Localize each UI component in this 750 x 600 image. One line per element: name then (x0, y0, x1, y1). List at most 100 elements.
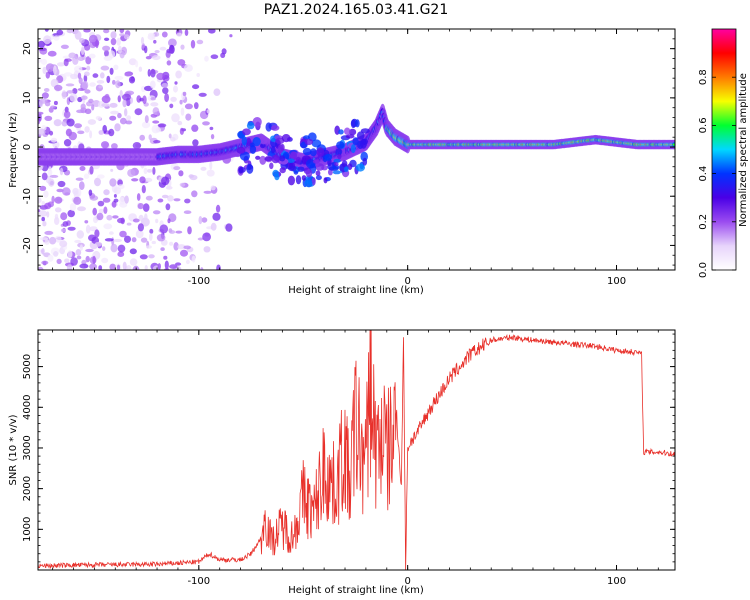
spectrogram-scatter-cell (337, 153, 342, 160)
spectrogram-noise-cell (49, 174, 59, 178)
spectrogram-noise-cell (113, 198, 119, 203)
spectrogram-scatter-cell (281, 134, 291, 143)
spectrogram-noise-cell (66, 29, 74, 34)
spectrogram-noise-cell (95, 115, 102, 121)
spectrogram-scatter-cell (279, 167, 286, 174)
snr-y-axis-label: SNR (10 * v/v) (8, 414, 19, 485)
spectrogram-noise-cell (54, 84, 63, 91)
spectrogram-noise-cell (103, 223, 113, 230)
spectrogram-noise-cell (84, 108, 92, 115)
spectrogram-noise-cell (104, 93, 110, 99)
spectrogram-noise-cell (59, 167, 64, 176)
spectrogram-scatter-cell (293, 170, 299, 175)
spectrogram-noise-cell (197, 237, 204, 241)
spectrogram-noise-cell (210, 222, 217, 231)
spectrogram-noise-cell (157, 198, 164, 203)
spectrogram-noise-cell (167, 218, 171, 224)
spectrogram-noise-cell (173, 166, 181, 171)
spectrogram-noise-cell (202, 121, 210, 126)
spectrogram-noise-cell (184, 29, 189, 36)
spectrogram-noise-cell (74, 123, 82, 129)
spectrogram-noise-cell (67, 250, 73, 258)
spectrogram-noise-cell (185, 113, 192, 121)
spectrogram-noise-cell (135, 60, 139, 68)
spectrogram-noise-cell (43, 88, 50, 92)
spectrogram-noise-cell (139, 254, 148, 260)
spectrogram-noise-cell (63, 58, 69, 67)
spectrogram-ridge-core (672, 143, 675, 146)
spectrogram-noise-cell (110, 243, 118, 253)
spectrogram-noise-cell (117, 45, 122, 54)
spectrogram-noise-cell (154, 50, 160, 54)
spectrogram-scatter-cell (287, 158, 295, 163)
spectrogram-noise-cell (152, 120, 160, 124)
spectrogram-noise-cell (54, 213, 59, 220)
spectrogram-noise-cell (57, 180, 66, 188)
y-tick-label: 0 (22, 144, 33, 150)
spectrogram-noise-cell (40, 58, 48, 65)
spectrogram-noise-cell (144, 265, 148, 270)
spectrogram-noise-cell (96, 80, 105, 84)
spectrogram-noise-cell (126, 222, 132, 226)
spectrogram-noise-cell (180, 44, 185, 50)
spectrogram-noise-cell (98, 85, 103, 89)
spectrogram-scatter-cell (305, 169, 313, 178)
spectrogram-noise-cell (103, 189, 110, 196)
y-tick-label: 5000 (22, 354, 33, 379)
spectrogram-noise-cell (104, 37, 110, 41)
spectrogram-scatter-cell (252, 137, 261, 147)
spectrogram-noise-cell (168, 38, 177, 47)
spectrogram-scatter-cell (321, 165, 328, 171)
spectrogram-noise-cell (119, 33, 126, 37)
spectrogram-noise-cell (109, 178, 117, 187)
spectrogram-noise-cell (88, 34, 98, 44)
spectrogram-noise-cell (47, 254, 54, 262)
spectrogram-noise-cell (56, 29, 64, 36)
spectrogram-noise-cell (179, 127, 184, 135)
spectrogram-noise-cell (61, 120, 68, 127)
spectrogram-scatter-cell (333, 158, 341, 163)
spectrogram-noise-cell (54, 196, 63, 204)
spectrogram-noise-cell (85, 224, 91, 234)
spectrogram-noise-cell (66, 90, 74, 94)
spectrogram-noise-cell (156, 234, 166, 242)
spectrogram-noise-cell (144, 177, 153, 183)
spectrogram-noise-cell (50, 137, 58, 143)
spectrogram-scatter-cell (295, 156, 301, 165)
spectrogram-noise-cell (59, 240, 68, 248)
spectrogram-scatter-cell (259, 135, 268, 145)
spectrogram-noise-cell (155, 218, 159, 224)
spectrogram-noise-cell (61, 90, 67, 100)
spectrogram-scatter-cell (270, 146, 276, 154)
spectrogram-noise-cell (80, 46, 85, 55)
spectrogram-scatter-cell (316, 147, 325, 157)
spectrogram-scatter-cell (279, 155, 286, 162)
spectrogram-noise-cell (106, 75, 111, 84)
spectrogram-noise-cell (149, 233, 153, 241)
spectrogram-noise-cell (176, 32, 182, 37)
spectrogram-noise-cell (225, 223, 233, 232)
spectrogram-noise-cell (41, 216, 45, 222)
spectrogram-noise-cell (43, 35, 52, 45)
spectrogram-noise-cell (170, 137, 176, 142)
y-tick-label: 1000 (22, 517, 33, 542)
spectrogram-noise-cell (79, 166, 86, 171)
spectrogram-noise-cell (38, 266, 44, 270)
spectrogram-noise-cell (131, 237, 137, 243)
spectrogram-noise-cell (53, 251, 59, 257)
spectrogram-noise-cell (63, 110, 71, 119)
spectrogram-noise-cell (73, 196, 82, 205)
y-tick-label: 10 (22, 91, 33, 104)
spectrogram-noise-cell (84, 89, 91, 94)
spectrogram-noise-cell (76, 255, 82, 260)
spectrogram-noise-cell (53, 100, 58, 106)
spectrogram-noise-cell (38, 40, 46, 48)
spectrogram-noise-cell (47, 169, 53, 177)
spectrogram-noise-cell (132, 142, 142, 150)
spectrogram-noise-cell (49, 236, 57, 245)
spectrogram-noise-cell (85, 248, 94, 253)
spectrogram-noise-cell (155, 127, 162, 133)
spectrogram-scatter-cell (347, 163, 353, 170)
